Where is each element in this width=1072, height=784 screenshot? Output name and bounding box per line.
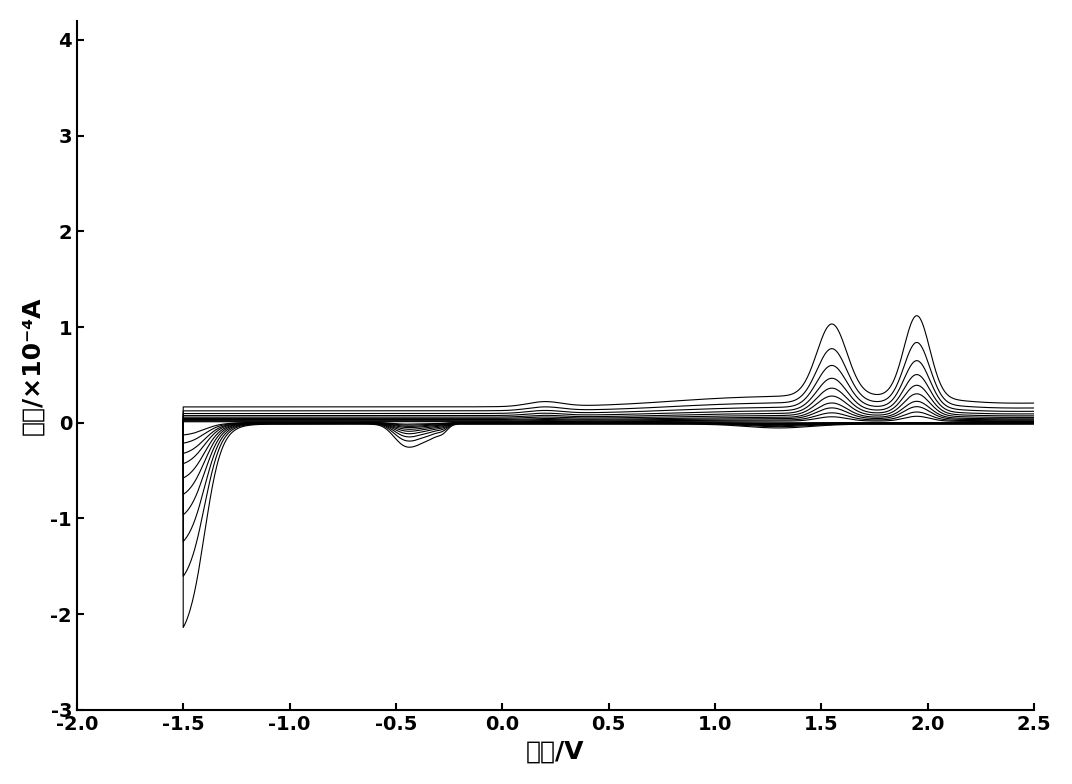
Y-axis label: 电流/×10⁻⁴A: 电流/×10⁻⁴A: [20, 296, 45, 434]
X-axis label: 电势/V: 电势/V: [526, 739, 584, 763]
